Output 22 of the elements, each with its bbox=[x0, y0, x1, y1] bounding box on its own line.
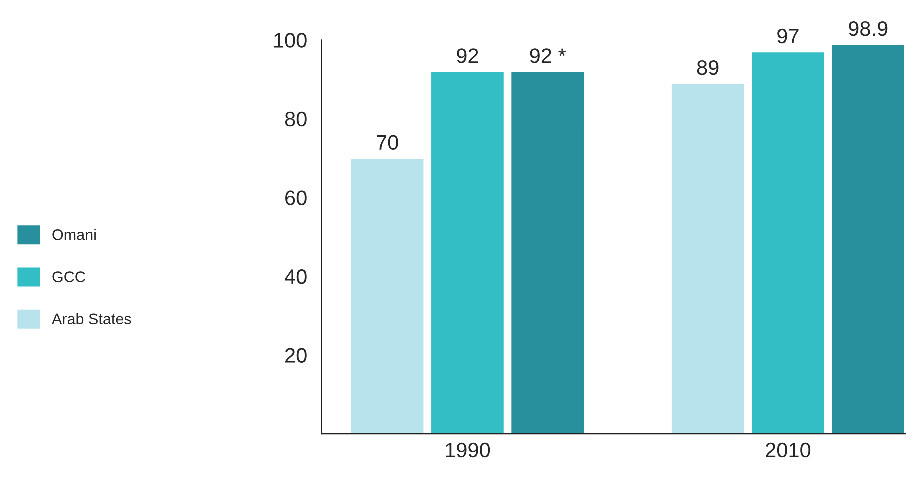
data-label: 98.9 bbox=[849, 21, 888, 36]
y-tick-label: 60 bbox=[286, 190, 307, 206]
bar bbox=[510, 70, 586, 434]
bar bbox=[750, 51, 826, 434]
y-tick-label: 20 bbox=[286, 348, 307, 364]
data-label: 92 * bbox=[530, 48, 566, 64]
x-tick-label: 2010 bbox=[766, 442, 811, 458]
legend-label: Omani bbox=[52, 229, 96, 240]
bar bbox=[670, 82, 746, 434]
data-label: 70 bbox=[377, 135, 398, 150]
y-tick-label: 80 bbox=[285, 112, 307, 127]
y-tick-label: 40 bbox=[284, 269, 307, 284]
legend-label: Arab States bbox=[52, 313, 132, 325]
bar bbox=[830, 44, 906, 434]
bar bbox=[430, 70, 506, 434]
data-label: 89 bbox=[697, 60, 719, 76]
bar bbox=[350, 158, 426, 434]
legend-label: GCC bbox=[52, 272, 86, 282]
y-tick-label: 100 bbox=[274, 33, 307, 48]
data-label: 97 bbox=[778, 28, 799, 44]
x-tick-label: 1990 bbox=[446, 442, 490, 458]
data-label: 92 bbox=[457, 48, 478, 64]
